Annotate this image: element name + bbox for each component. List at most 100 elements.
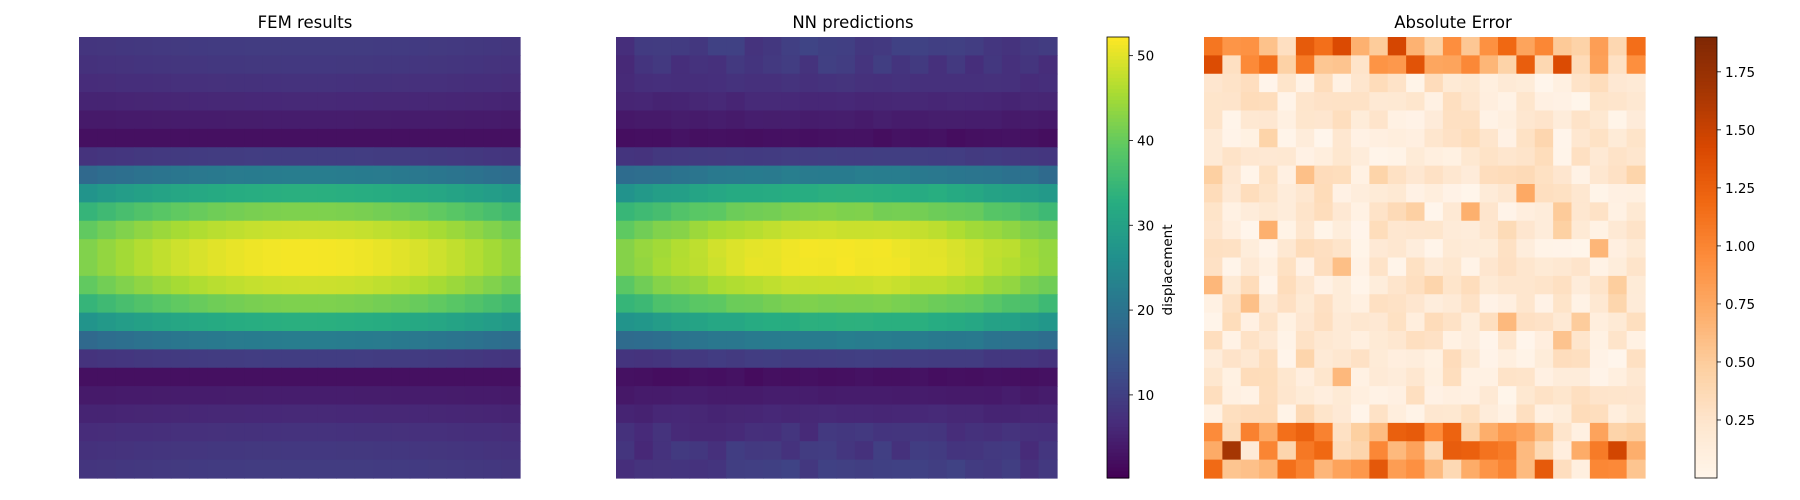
fem-cell	[244, 37, 264, 56]
error-cell	[1626, 37, 1646, 56]
fem-cell	[244, 73, 264, 93]
fem-cell	[336, 202, 356, 222]
fem-cell	[501, 73, 521, 93]
error-cell	[1332, 184, 1352, 203]
nn-cell	[891, 422, 911, 442]
displacement-colorbar-gradient-band	[1107, 408, 1129, 413]
nn-cell	[983, 349, 1003, 369]
error-cell	[1442, 312, 1462, 332]
error-cell	[1222, 312, 1242, 332]
error-colorbar-gradient-band	[1695, 389, 1717, 395]
displacement-colorbar-gradient-band	[1107, 128, 1129, 134]
error-cell	[1516, 275, 1536, 295]
error-cell	[1498, 459, 1517, 479]
error-cell	[1498, 73, 1517, 93]
error-cell	[1534, 55, 1554, 75]
error-cell	[1259, 386, 1279, 406]
fem-cell	[152, 220, 172, 240]
fem-cell	[428, 386, 448, 406]
nn-cell	[1001, 367, 1021, 387]
fem-cell	[226, 275, 245, 295]
fem-cell	[391, 37, 411, 56]
error-colorbar-gradient-band	[1695, 40, 1717, 45]
error-cell	[1240, 55, 1260, 75]
error-cell	[1498, 239, 1517, 259]
error-cell	[1332, 37, 1352, 56]
error-cell	[1424, 275, 1444, 295]
nn-cell	[744, 294, 764, 314]
fem-cell	[79, 459, 98, 479]
nn-cell	[965, 220, 985, 240]
error-cell	[1240, 312, 1260, 332]
nn-cell	[818, 386, 838, 406]
error-cell	[1406, 294, 1426, 314]
error-cell	[1461, 55, 1481, 75]
error-cell	[1406, 92, 1426, 112]
error-cell	[1204, 422, 1223, 442]
nn-cell	[634, 73, 654, 93]
error-cell	[1277, 367, 1297, 387]
error-cell	[1534, 220, 1554, 240]
error-colorbar-gradient-band	[1695, 275, 1717, 281]
displacement-colorbar-gradient-band	[1107, 353, 1129, 358]
error-cell	[1516, 331, 1536, 350]
error-colorbar-gradient-band	[1695, 474, 1717, 479]
fem-cell	[189, 441, 209, 461]
nn-cell	[891, 220, 911, 240]
nn-cell	[726, 128, 746, 148]
error-colorbar-gradient-band	[1695, 81, 1717, 86]
error-cell	[1387, 386, 1407, 406]
displacement-colorbar-gradient-band	[1107, 88, 1129, 93]
error-colorbar-gradient-band	[1695, 220, 1717, 226]
nn-cell	[946, 404, 966, 424]
fem-cell	[226, 202, 245, 222]
fem-cell	[226, 459, 245, 479]
error-colorbar-gradient-band	[1695, 88, 1717, 93]
nn-cell	[616, 441, 635, 461]
fem-cell	[97, 312, 117, 332]
fem-cell	[391, 147, 411, 167]
error-cell	[1204, 165, 1223, 185]
nn-cell	[946, 257, 966, 277]
nn-cell	[965, 128, 985, 148]
error-colorbar-gradient-band	[1695, 393, 1717, 398]
fem-cell	[373, 422, 392, 442]
displacement-colorbar-tick-label: 30	[1137, 218, 1154, 234]
nn-cell	[910, 184, 929, 203]
nn-cell	[763, 55, 782, 75]
fem-cell	[189, 312, 209, 332]
fem-cell	[501, 55, 521, 75]
error-cell	[1332, 349, 1352, 369]
nn-cell	[946, 422, 966, 442]
fem-cell	[336, 294, 356, 314]
fem-cell	[428, 184, 448, 203]
error-cell	[1277, 404, 1297, 424]
error-cell	[1534, 92, 1554, 112]
error-cell	[1259, 422, 1279, 442]
nn-cell	[836, 110, 856, 130]
fem-cell	[409, 312, 429, 332]
error-colorbar-gradient-band	[1695, 143, 1717, 148]
nn-cell	[799, 55, 819, 75]
fem-cell	[207, 239, 227, 259]
fem-cell	[483, 404, 503, 424]
fem-cell	[317, 294, 337, 314]
error-colorbar-gradient-band	[1695, 62, 1717, 67]
nn-cell	[616, 202, 635, 222]
error-cell	[1406, 165, 1426, 185]
error-cell	[1204, 184, 1223, 203]
error-cell	[1571, 220, 1591, 240]
fem-cell	[189, 294, 209, 314]
error-cell	[1553, 128, 1573, 148]
fem-cell	[226, 386, 245, 406]
error-cell	[1442, 73, 1462, 93]
nn-cell	[616, 184, 635, 203]
fem-cell	[152, 367, 172, 387]
error-cell	[1351, 422, 1370, 442]
nn-cell	[689, 275, 709, 295]
fem-cell	[189, 386, 209, 406]
fem-cell	[483, 239, 503, 259]
fem-cell	[207, 220, 227, 240]
error-cell	[1351, 459, 1370, 479]
nn-cell	[671, 92, 691, 112]
